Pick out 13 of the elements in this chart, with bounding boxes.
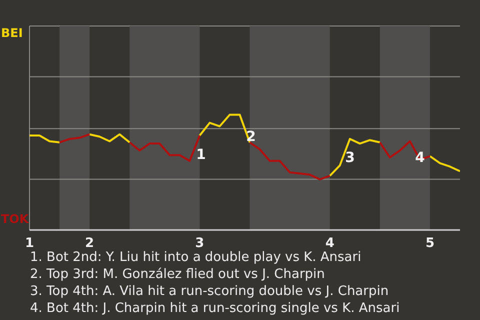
- text: TOK: [1, 212, 29, 227]
- text: 4. Bot 4th: J. Charpin hit a run-scoring single vs K. Ansari: [30, 300, 400, 317]
- annotation: 3: [345, 150, 355, 166]
- x-tick-label: 3: [195, 236, 204, 252]
- x-tick-label: 2: [85, 236, 94, 252]
- annotation: 1: [196, 147, 206, 163]
- x-tick-label: 4: [325, 236, 334, 252]
- text: 1. Bot 2nd: Y. Liu hit into a double play vs K. Ansari: [30, 249, 362, 266]
- x-tick-label: 5: [425, 236, 434, 252]
- x-tick-label: 1: [24, 236, 34, 252]
- text: 3. Top 4th: A. Vila hit a run-scoring double vs J. Charpin: [30, 283, 390, 300]
- text: BEI: [1, 26, 23, 41]
- text: 2. Top 3rd: M. González flied out vs J. Charpin: [30, 266, 326, 283]
